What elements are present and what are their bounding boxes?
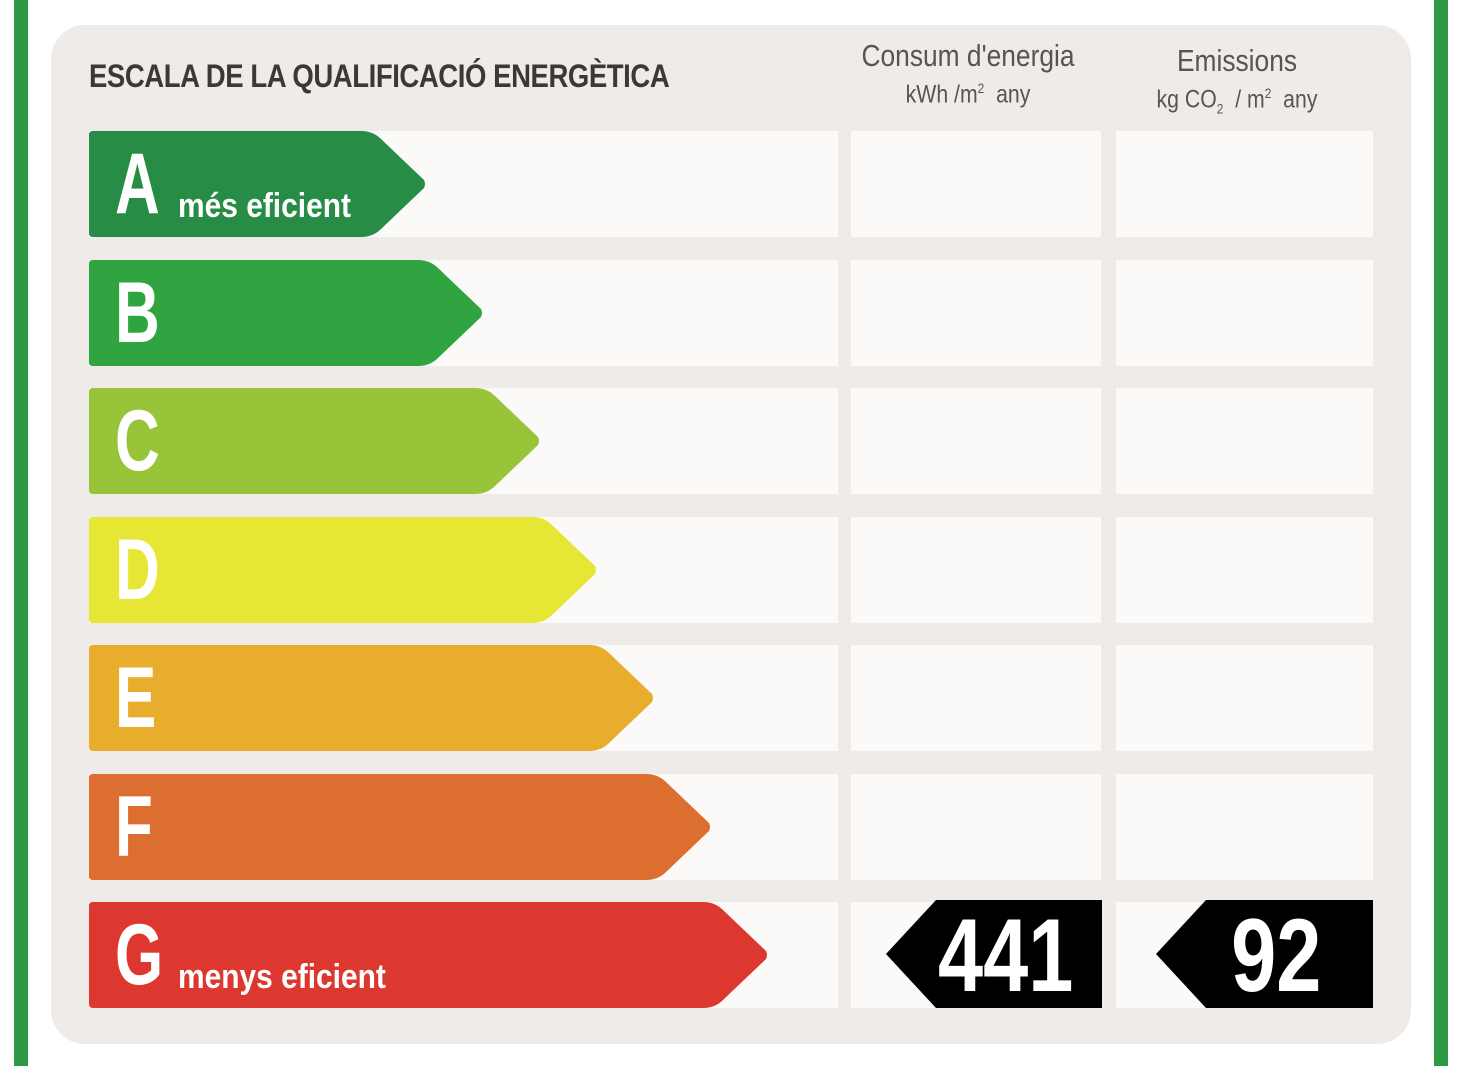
rating-letter: D [115,522,160,618]
rating-letter: A [115,136,160,232]
rating-letter: B [115,265,160,361]
rating-row-d: D [89,517,1373,623]
energy-cell [851,645,1101,751]
emissions-cell [1116,645,1373,751]
right-border [1434,0,1448,1066]
rating-row-e: E [89,645,1373,751]
emissions-cell [1116,517,1373,623]
energy-column-unit: kWh /m2 any [905,80,1031,109]
rating-row-c: C [89,388,1373,494]
rating-letter: E [115,650,157,746]
rating-sublabel: més eficient [178,187,351,225]
rating-row-b: B [89,260,1373,366]
scale-title: ESCALA DE LA QUALIFICACIÓ ENERGÈTICA [89,58,670,94]
left-border [14,0,28,1066]
energy-value-badge-value: 441 [938,898,1074,1014]
emissions-cell [1116,388,1373,494]
emissions-column-unit: kg CO2 / m2 any [1156,85,1318,117]
energy-cell [851,388,1101,494]
emissions-column-label: Emissions [1176,43,1298,78]
rating-letter: F [115,779,153,875]
rating-arrow-f: F [89,774,711,880]
rating-arrow-e: E [89,645,654,751]
rating-row-f: F [89,774,1373,880]
emissions-cell [1116,131,1373,237]
energy-cell [851,260,1101,366]
energy-value-badge: 441 [886,900,1102,1008]
rating-arrow-b: B [89,260,483,366]
energy-cell [851,131,1101,237]
rating-letter: C [115,393,160,489]
energy-cell [851,774,1101,880]
energy-cell [851,517,1101,623]
energy-column-header: Consum d'energia kWh /m2 any [858,38,1079,109]
emissions-value-badge: 92 [1156,900,1373,1008]
rating-arrow-d: D [89,517,597,623]
emissions-column-header: Emissions kg CO2 / m2 any [1126,43,1349,116]
energy-column-label: Consum d'energia [861,38,1075,73]
emissions-cell [1116,260,1373,366]
emissions-value-badge-value: 92 [1231,898,1322,1014]
emissions-cell [1116,774,1373,880]
rating-arrow-c: C [89,388,540,494]
rating-sublabel: menys eficient [178,958,386,996]
rating-letter: G [115,907,164,1003]
